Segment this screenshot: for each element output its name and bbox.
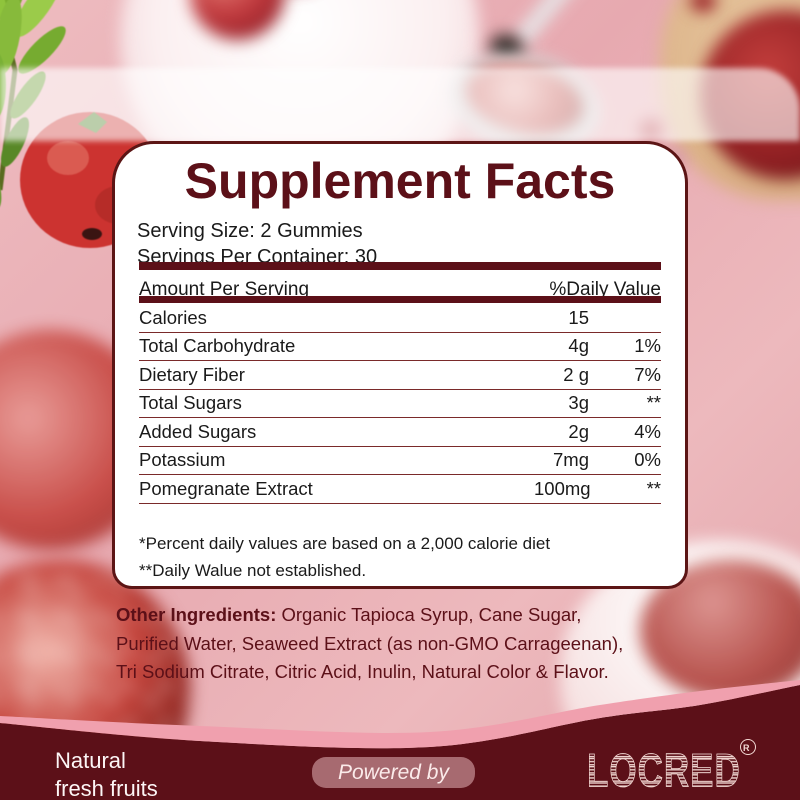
svg-text:R: R: [743, 743, 750, 753]
svg-text:LOCRED: LOCRED: [587, 743, 741, 797]
